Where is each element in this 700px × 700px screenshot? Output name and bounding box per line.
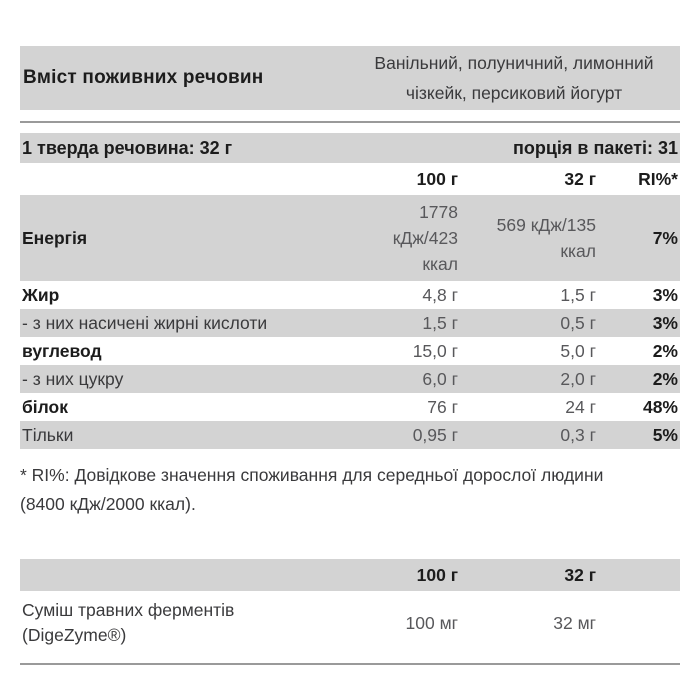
nutrient-label: вуглевод [22, 341, 102, 361]
flavor-header: Вміст поживних речовин Ванільний, полуни… [20, 46, 680, 110]
enzyme-name: Суміш травних ферментів [22, 600, 235, 620]
value-per-100g: 1778 кДж/423 ккал [342, 195, 460, 281]
value-ri: 3% [652, 285, 678, 305]
value-per-32g: 0,3 г [460, 421, 598, 449]
value-ri: 3% [598, 309, 680, 337]
row-protein: білок 76 г 24 г 48% [20, 393, 680, 421]
row-salt: Тільки 0,95 г 0,3 г 5% [20, 421, 680, 449]
divider-top [20, 121, 680, 123]
value-per-100g: 76 г [427, 397, 458, 417]
value-ri: 2% [598, 365, 680, 393]
enzyme-header-row: 100 г 32 г [20, 559, 680, 591]
enzyme-label: Суміш травних ферментів (DigeZyme®) [20, 591, 342, 655]
enzyme-header-32g: 32 г [460, 559, 598, 591]
nutrient-label: Жир [22, 285, 60, 305]
enzyme-table: 100 г 32 г Суміш травних ферментів (Dige… [20, 559, 680, 655]
value-ri: 48% [642, 397, 678, 417]
flavor-list: Ванільний, полуничний, лимонний чізкейк,… [374, 53, 654, 103]
value-ri: 5% [598, 421, 680, 449]
enzyme-header-100g: 100 г [342, 559, 460, 591]
value-per-100g: 1,5 г [342, 309, 460, 337]
value-ri: 7% [598, 195, 680, 281]
nutrient-label: - з них насичені жирні кислоти [20, 309, 342, 337]
serving-row: 1 тверда речовина: 32 г порція в пакеті:… [20, 133, 680, 163]
row-sugars: - з них цукру 6,0 г 2,0 г 2% [20, 365, 680, 393]
nutrient-label: Тільки [20, 421, 342, 449]
column-header-32g: 32 г [564, 169, 596, 189]
value-per-32g: 24 г [565, 397, 596, 417]
value-per-32g: 1,5 г [560, 285, 596, 305]
enzyme-value-per-32g: 32 мг [553, 613, 596, 633]
enzyme-value-per-100g: 100 мг [405, 613, 458, 633]
row-carbohydrate: вуглевод 15,0 г 5,0 г 2% [20, 337, 680, 365]
enzyme-brand: (DigeZyme®) [22, 625, 127, 645]
row-enzyme-blend: Суміш травних ферментів (DigeZyme®) 100 … [20, 591, 680, 655]
servings-per-pack: порція в пакеті: 31 [460, 133, 680, 163]
value-per-32g: 2,0 г [460, 365, 598, 393]
column-header-row: 100 г 32 г RI%* [20, 163, 680, 195]
row-fat: Жир 4,8 г 1,5 г 3% [20, 281, 680, 309]
column-header-100g: 100 г [416, 169, 458, 189]
row-saturated-fat: - з них насичені жирні кислоти 1,5 г 0,5… [20, 309, 680, 337]
column-header-empty [20, 163, 342, 195]
nutrient-label: Енергія [20, 195, 342, 281]
nutrient-label: білок [22, 397, 69, 417]
value-per-100g: 0,95 г [342, 421, 460, 449]
value-per-32g: 0,5 г [460, 309, 598, 337]
enzyme-header-empty [20, 559, 342, 591]
value-per-32g: 5,0 г [560, 341, 596, 361]
page-title: Вміст поживних речовин [23, 67, 264, 88]
serving-size: 1 тверда речовина: 32 г [20, 133, 460, 163]
row-energy: Енергія 1778 кДж/423 ккал 569 кДж/135 кк… [20, 195, 680, 281]
nutrient-label: - з них цукру [20, 365, 342, 393]
nutrition-table: 1 тверда речовина: 32 г порція в пакеті:… [20, 133, 680, 449]
value-per-32g: 569 кДж/135 ккал [460, 195, 598, 281]
value-per-100g: 6,0 г [342, 365, 460, 393]
value-per-100g: 15,0 г [412, 341, 458, 361]
ri-footnote: * RI%: Довідкове значення споживання для… [20, 465, 604, 514]
value-ri: 2% [652, 341, 678, 361]
enzyme-value-spacer [598, 591, 680, 655]
column-header-ri: RI%* [638, 169, 678, 189]
enzyme-header-spacer [598, 559, 680, 591]
value-per-100g: 4,8 г [422, 285, 458, 305]
label-content: Вміст поживних речовин Ванільний, полуни… [20, 46, 680, 665]
divider-bottom [20, 663, 680, 665]
